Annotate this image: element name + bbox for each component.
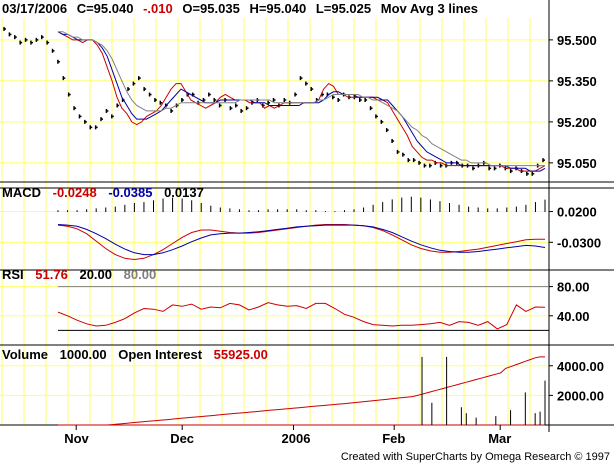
- macd-label: MACD: [2, 185, 41, 200]
- macd-blue-line: [57, 224, 546, 256]
- volume-value: 1000.00: [60, 347, 107, 362]
- x-tick-label: Mar: [488, 431, 511, 446]
- rsi-header: RSI 51.76 20.00 80.00: [2, 267, 156, 282]
- x-axis-labels: Nov Dec 2006 Feb Mar: [64, 425, 511, 446]
- header-high: H=95.040: [249, 1, 306, 16]
- price-gray-line: [58, 31, 545, 167]
- macd-header: MACD -0.0248 -0.0385 0.0137: [2, 185, 204, 200]
- macd-y-tick-label: -0.0300: [557, 235, 601, 250]
- price-y-tick-label: 95.500: [557, 33, 597, 48]
- macd-y-tick-label: 0.0200: [557, 205, 597, 220]
- price-y-tick-label: 95.050: [557, 156, 597, 171]
- rsi-lower: 20.00: [79, 267, 112, 282]
- rsi-y-tick-label: 40.00: [557, 309, 590, 324]
- rsi-value: 51.76: [35, 267, 68, 282]
- price-y-tick-label: 95.350: [557, 74, 597, 89]
- macd-signal-value: -0.0385: [108, 185, 152, 200]
- header-close: C=95.040: [77, 1, 134, 16]
- rsi-upper: 80.00: [124, 267, 157, 282]
- rsi-y-tick-label: 80.00: [557, 280, 590, 295]
- x-tick-label: Nov: [64, 431, 89, 446]
- oi-value: 55925.00: [214, 347, 268, 362]
- volume-y-tick-label: 4000.00: [557, 359, 604, 374]
- price-header: 03/17/2006 C=95.040 -.010 O=95.035 H=95.…: [2, 1, 478, 16]
- x-tick-label: Feb: [382, 431, 405, 446]
- macd-hist-value: 0.0137: [164, 185, 204, 200]
- header-date: 03/17/2006: [2, 1, 67, 16]
- header-low: L=95.025: [316, 1, 371, 16]
- rsi-label: RSI: [2, 267, 24, 282]
- volume-header: Volume 1000.00 Open Interest 55925.00: [2, 347, 268, 362]
- oi-label: Open Interest: [118, 347, 202, 362]
- open-interest-line: [58, 356, 545, 426]
- x-tick-label: 2006: [282, 431, 311, 446]
- x-tick-label: Dec: [170, 431, 194, 446]
- volume-y-tick-label: 2000.00: [557, 388, 604, 403]
- volume-label: Volume: [2, 347, 48, 362]
- price-y-tick-label: 95.200: [557, 115, 597, 130]
- chart-marks: [3, 26, 549, 426]
- header-study: Mov Avg 3 lines: [381, 1, 478, 16]
- y-axis-labels: 95.500 95.350 95.200 95.050 0.0200 -0.0300 80.…: [549, 33, 604, 403]
- grid-lines: [0, 18, 549, 425]
- macd-value: -0.0248: [53, 185, 97, 200]
- header-open: O=95.035: [182, 1, 239, 16]
- rsi-red-line: [57, 302, 546, 330]
- credit-text: Created with SuperCharts by Omega Resear…: [340, 451, 610, 463]
- price-blue-line: [57, 31, 546, 172]
- header-change: -.010: [143, 1, 173, 16]
